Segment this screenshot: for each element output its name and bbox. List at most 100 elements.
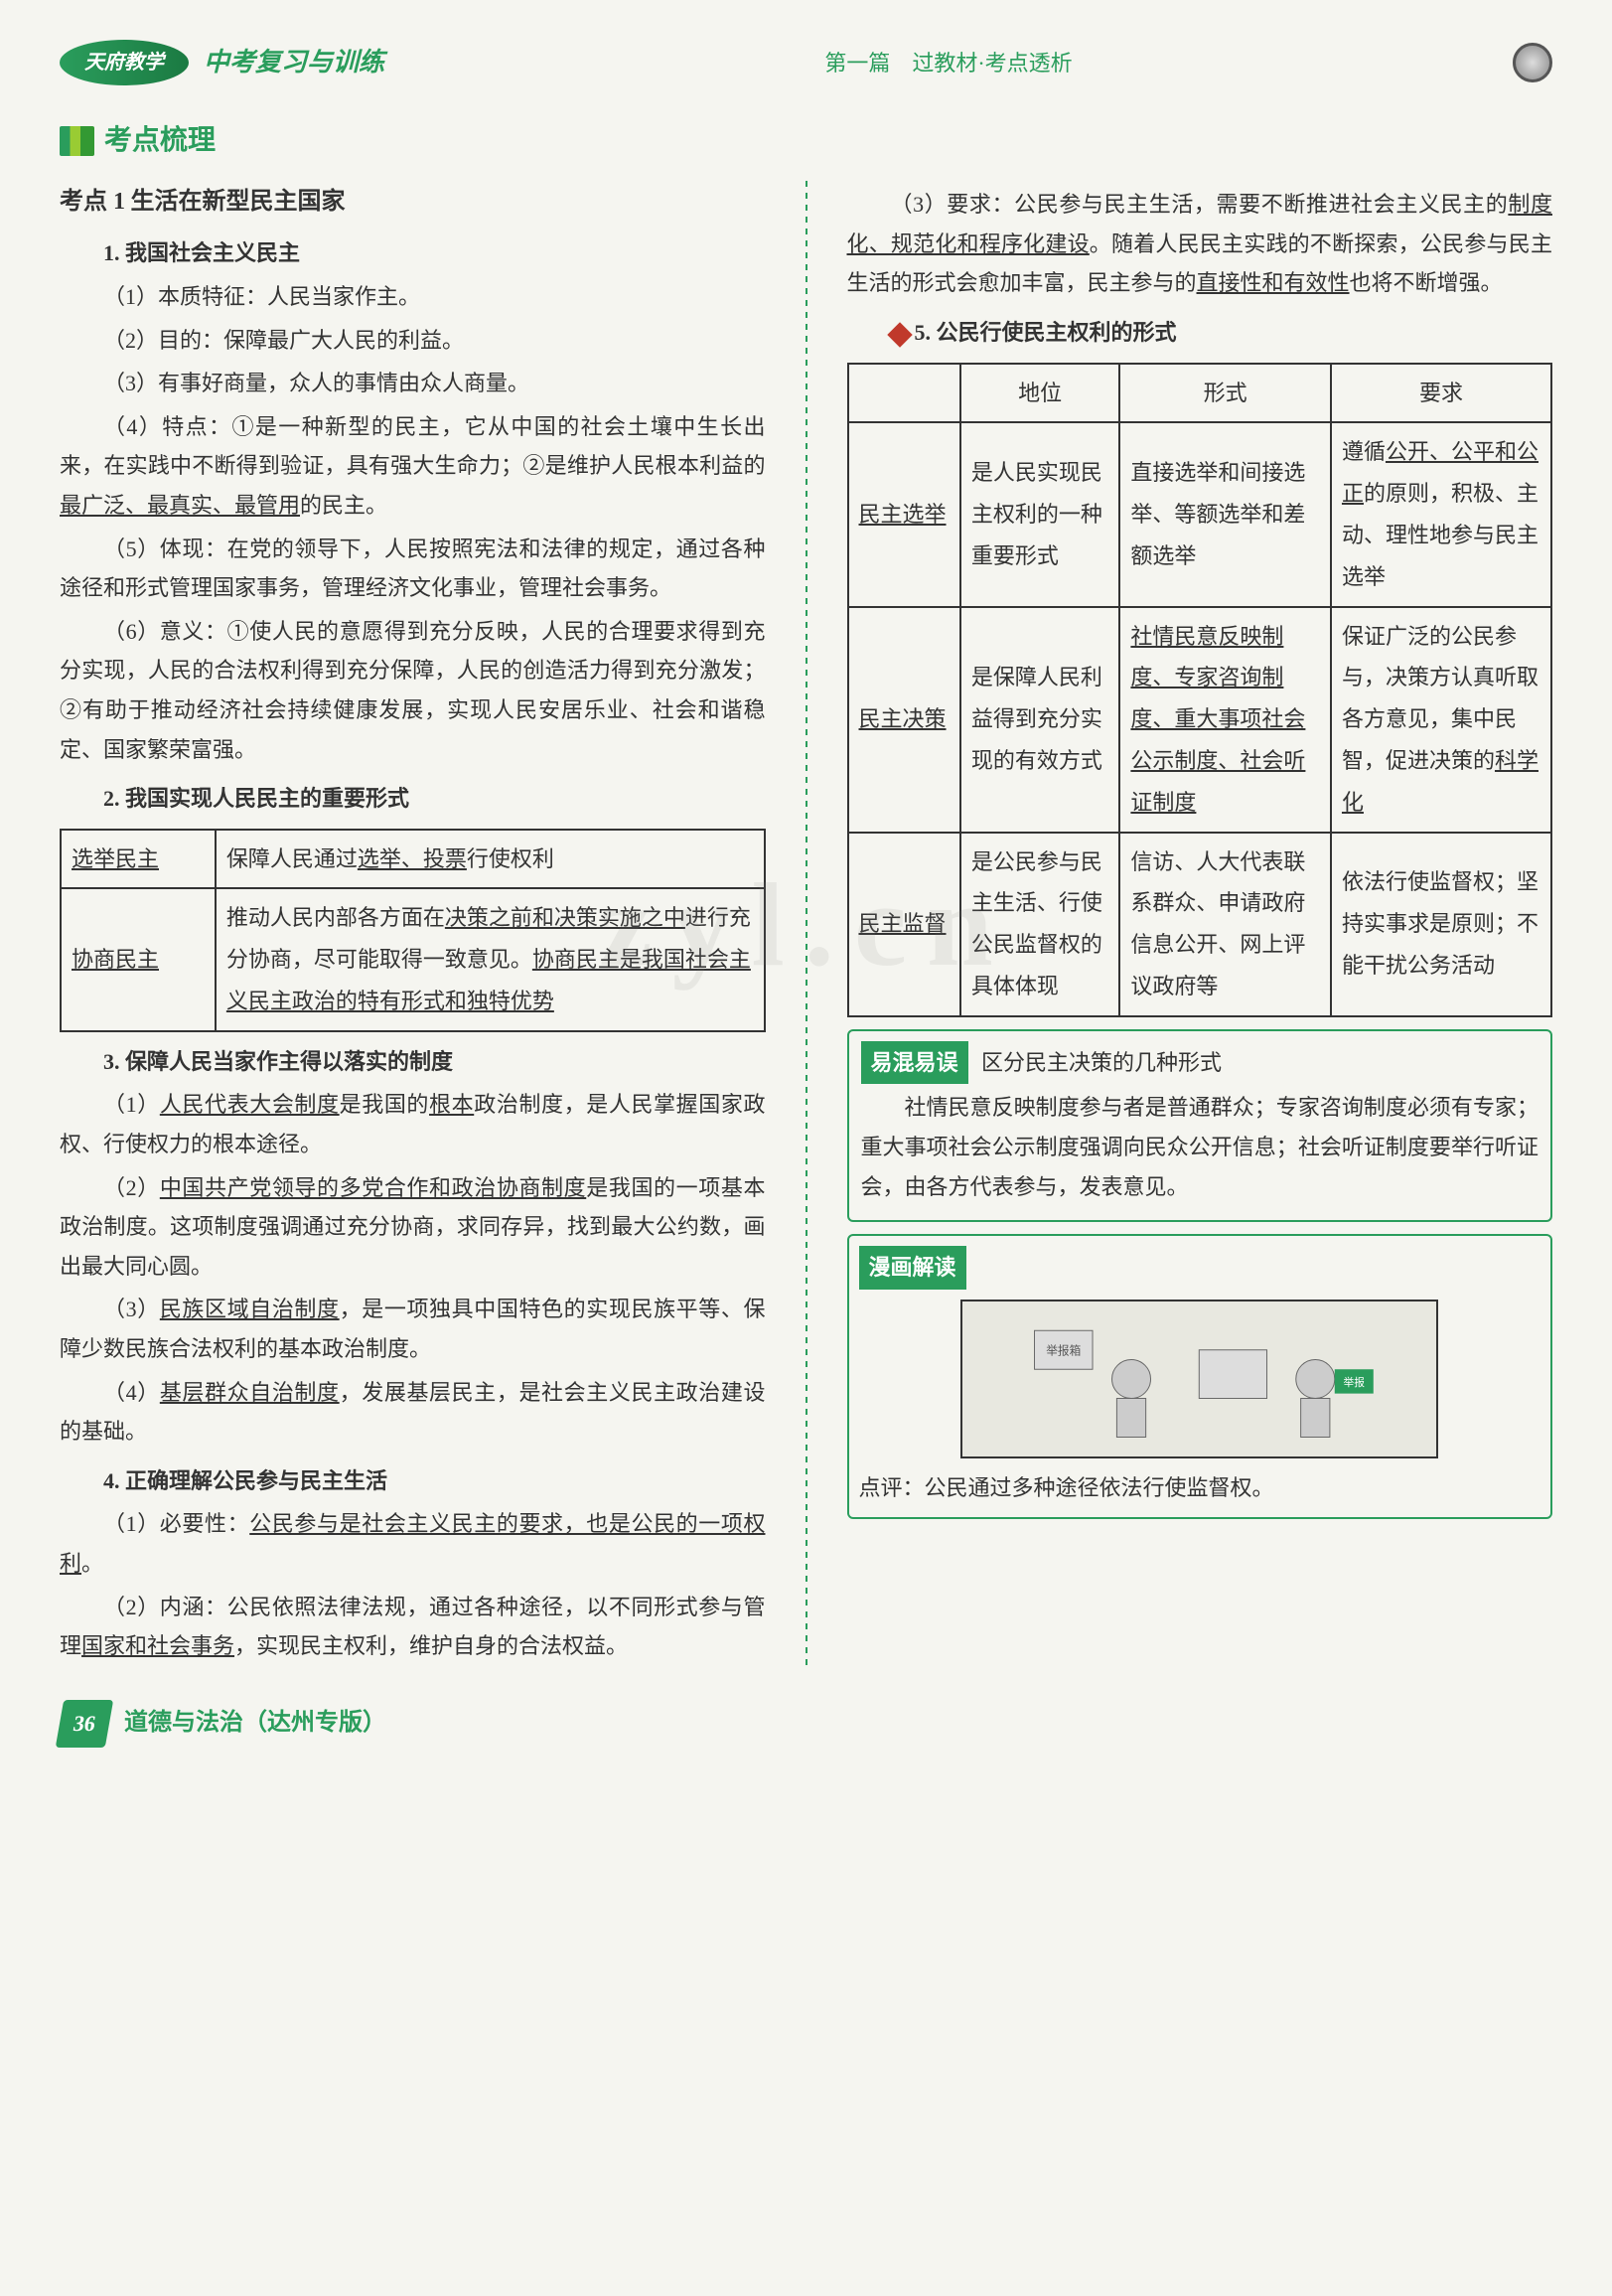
para-2: （2）目的：保障最广大人民的利益。 [60,321,766,361]
diamond-icon [887,322,912,347]
text: 也将不断增强。 [1350,270,1503,295]
text: 行使权利 [467,846,554,871]
para-9: （3）民族区域自治制度，是一项独具中国特色的实现民族平等、保障少数民族合法权利的… [60,1290,766,1368]
cell: 是公民参与民主生活、行使公民监督权的具体体现 [960,833,1120,1016]
comic-svg: 举报箱 举报 [962,1301,1436,1456]
chapter-title: 第一篇 过教材·考点透析 [824,44,1072,83]
para-1: （1）本质特征：人民当家作主。 [60,277,766,317]
subheading-2: 2. 我国实现人民民主的重要形式 [60,779,766,819]
underline: 中国共产党领导的多党合作和政治协商制度 [160,1175,586,1200]
cell: 民主决策 [848,607,960,833]
page-footer: 36 道德与法治（达州专版） [60,1700,1552,1748]
th-status: 地位 [960,364,1120,423]
para-6: （6）意义：①使人民的意愿得到充分反映，人民的合理要求得到充分实现，人民的合法权… [60,612,766,769]
book-title: 道德与法治（达州专版） [124,1702,386,1745]
callout-title: 区分民主决策的几种形式 [981,1050,1222,1075]
para-r1: （3）要求：公民参与民主生活，需要不断推进社会主义民主的制度化、规范化和程序化建… [847,185,1553,303]
underline: 决策之前和决策实施之中 [445,905,685,930]
text: （2） [103,1175,160,1200]
text: 是我国的 [340,1092,429,1117]
section-title: 考点梳理 [104,116,216,166]
underline: 选举、投票 [358,846,467,871]
cell: 是人民实现民主权利的一种重要形式 [960,422,1120,606]
comic-illustration: 举报箱 举报 [960,1300,1438,1458]
cell: 依法行使监督权；坚持实事求是原则；不能干扰公务活动 [1331,833,1551,1016]
text: 遵循 [1342,439,1386,464]
text: 推动人民内部各方面在 [226,905,445,930]
table-row: 民主选举 是人民实现民主权利的一种重要形式 直接选举和间接选举、等额选举和差额选… [848,422,1552,606]
comic-box: 漫画解读 举报箱 举报 点评：公民通过多种途径依法行使监督权。 [847,1234,1553,1519]
table-header-row: 地位 形式 要求 [848,364,1552,423]
callout-label: 易混易误 [861,1041,968,1085]
comic-label: 漫画解读 [859,1246,966,1290]
text: （4）特点：①是一种新型的民主，它从中国的社会土壤中生长出来，在实践中不断得到验… [60,414,766,479]
text: （1） [103,1092,160,1117]
underline: 基层群众自治制度 [160,1380,340,1405]
underline: 社情民意反映制度、专家咨询制度、重大事项社会公示制度、社会听证制度 [1130,624,1305,815]
svg-text:举报: 举报 [1344,1376,1366,1389]
table-row: 民主决策 是保障人民利益得到充分实现的有效方式 社情民意反映制度、专家咨询制度、… [848,607,1552,833]
cell: 社情民意反映制度、专家咨询制度、重大事项社会公示制度、社会听证制度 [1119,607,1331,833]
text: （3）要求：公民参与民主生活，需要不断推进社会主义民主的 [891,192,1509,217]
cell: 遵循公开、公平和公正的原则，积极、主动、理性地参与民主选举 [1331,422,1551,606]
magnifier-icon [1513,43,1552,82]
table-democratic-rights: 地位 形式 要求 民主选举 是人民实现民主权利的一种重要形式 直接选举和间接选举… [847,363,1553,1017]
para-4: （4）特点：①是一种新型的民主，它从中国的社会土壤中生长出来，在实践中不断得到验… [60,407,766,526]
kaodian-title: 生活在新型民主国家 [131,189,346,215]
cell: 信访、人大代表联系群众、申请政府信息公开、网上评议政府等 [1119,833,1331,1016]
para-3: （3）有事好商量，众人的事情由众人商量。 [60,364,766,403]
text: 的原则，积极、主动、理性地参与民主选举 [1342,481,1539,589]
table-row: 民主监督 是公民参与民主生活、行使公民监督权的具体体现 信访、人大代表联系群众、… [848,833,1552,1016]
table-row: 协商民主 推动人民内部各方面在决策之前和决策实施之中进行充分协商，尽可能取得一致… [61,888,765,1030]
callout-easy-confuse: 易混易误 区分民主决策的几种形式 社情民意反映制度参与者是普通群众；专家咨询制度… [847,1029,1553,1222]
column-divider [806,181,807,1670]
cell: 是保障人民利益得到充分实现的有效方式 [960,607,1120,833]
th-empty [848,364,960,423]
th-form: 形式 [1119,364,1331,423]
cell: 保障人民通过选举、投票行使权利 [216,830,765,889]
right-column: （3）要求：公民参与民主生活，需要不断推进社会主义民主的制度化、规范化和程序化建… [847,181,1553,1670]
table-row: 选举民主 保障人民通过选举、投票行使权利 [61,830,765,889]
section-header: 考点梳理 [60,116,1552,166]
callout-head: 易混易误 区分民主决策的几种形式 [861,1041,1539,1085]
page-header: 天府教学 中考复习与训练 第一篇 过教材·考点透析 [60,40,1552,96]
underline: 国家和社会事务 [81,1633,234,1658]
cell: 推动人民内部各方面在决策之前和决策实施之中进行充分协商，尽可能取得一致意见。协商… [216,888,765,1030]
text: ，实现民主权利，维护自身的合法权益。 [234,1633,628,1658]
para-5: （5）体现：在党的领导下，人民按照宪法和法律的规定，通过各种途径和形式管理国家事… [60,530,766,608]
para-7: （1）人民代表大会制度是我国的根本政治制度，是人民掌握国家政权、行使权力的根本途… [60,1085,766,1163]
underline: 根本 [429,1092,474,1117]
underline: 直接性和有效性 [1197,270,1350,295]
text: 保障人民通过 [226,846,358,871]
subheading-5: 5. 公民行使民主权利的形式 [847,313,1553,353]
subheading-1: 1. 我国社会主义民主 [60,233,766,273]
books-icon [60,126,94,156]
underline: 最广泛、最真实、最管用 [60,493,300,518]
two-column-layout: zyl.cn 考点 1 生活在新型民主国家 1. 我国社会主义民主 （1）本质特… [60,181,1552,1670]
svg-text:举报箱: 举报箱 [1047,1343,1082,1357]
text: （4） [103,1380,160,1405]
cell: 选举民主 [61,830,216,889]
para-8: （2）中国共产党领导的多党合作和政治协商制度是我国的一项基本政治制度。这项制度强… [60,1168,766,1287]
cell: 民主监督 [848,833,960,1016]
para-12: （2）内涵：公民依照法律法规，通过各种途径，以不同形式参与管理国家和社会事务，实… [60,1588,766,1666]
text: （3） [103,1297,160,1321]
kaodian-heading: 考点 1 生活在新型民主国家 [60,181,766,224]
logo: 天府教学 [60,40,189,85]
para-10: （4）基层群众自治制度，发展基层民主，是社会主义民主政治建设的基础。 [60,1373,766,1452]
subheading-3: 3. 保障人民当家作主得以落实的制度 [60,1042,766,1082]
underline: 人民代表大会制度 [160,1092,340,1117]
table-democracy-forms: 选举民主 保障人民通过选举、投票行使权利 协商民主 推动人民内部各方面在决策之前… [60,829,766,1032]
text: 。 [81,1551,103,1576]
text: 的民主。 [300,493,387,518]
cell: 民主选举 [848,422,960,606]
cell: 保证广泛的公民参与，决策方认真听取各方意见，集中民智，促进决策的科学化 [1331,607,1551,833]
kaodian-num: 考点 1 [60,189,125,215]
comic-caption: 点评：公民通过多种途径依法行使监督权。 [859,1468,1541,1508]
header-left: 天府教学 中考复习与训练 [60,40,384,86]
series-title: 中考复习与训练 [204,40,384,86]
text: （1）必要性： [103,1511,249,1536]
page-number: 36 [56,1700,113,1748]
left-column: 考点 1 生活在新型民主国家 1. 我国社会主义民主 （1）本质特征：人民当家作… [60,181,766,1670]
subheading-4: 4. 正确理解公民参与民主生活 [60,1461,766,1501]
